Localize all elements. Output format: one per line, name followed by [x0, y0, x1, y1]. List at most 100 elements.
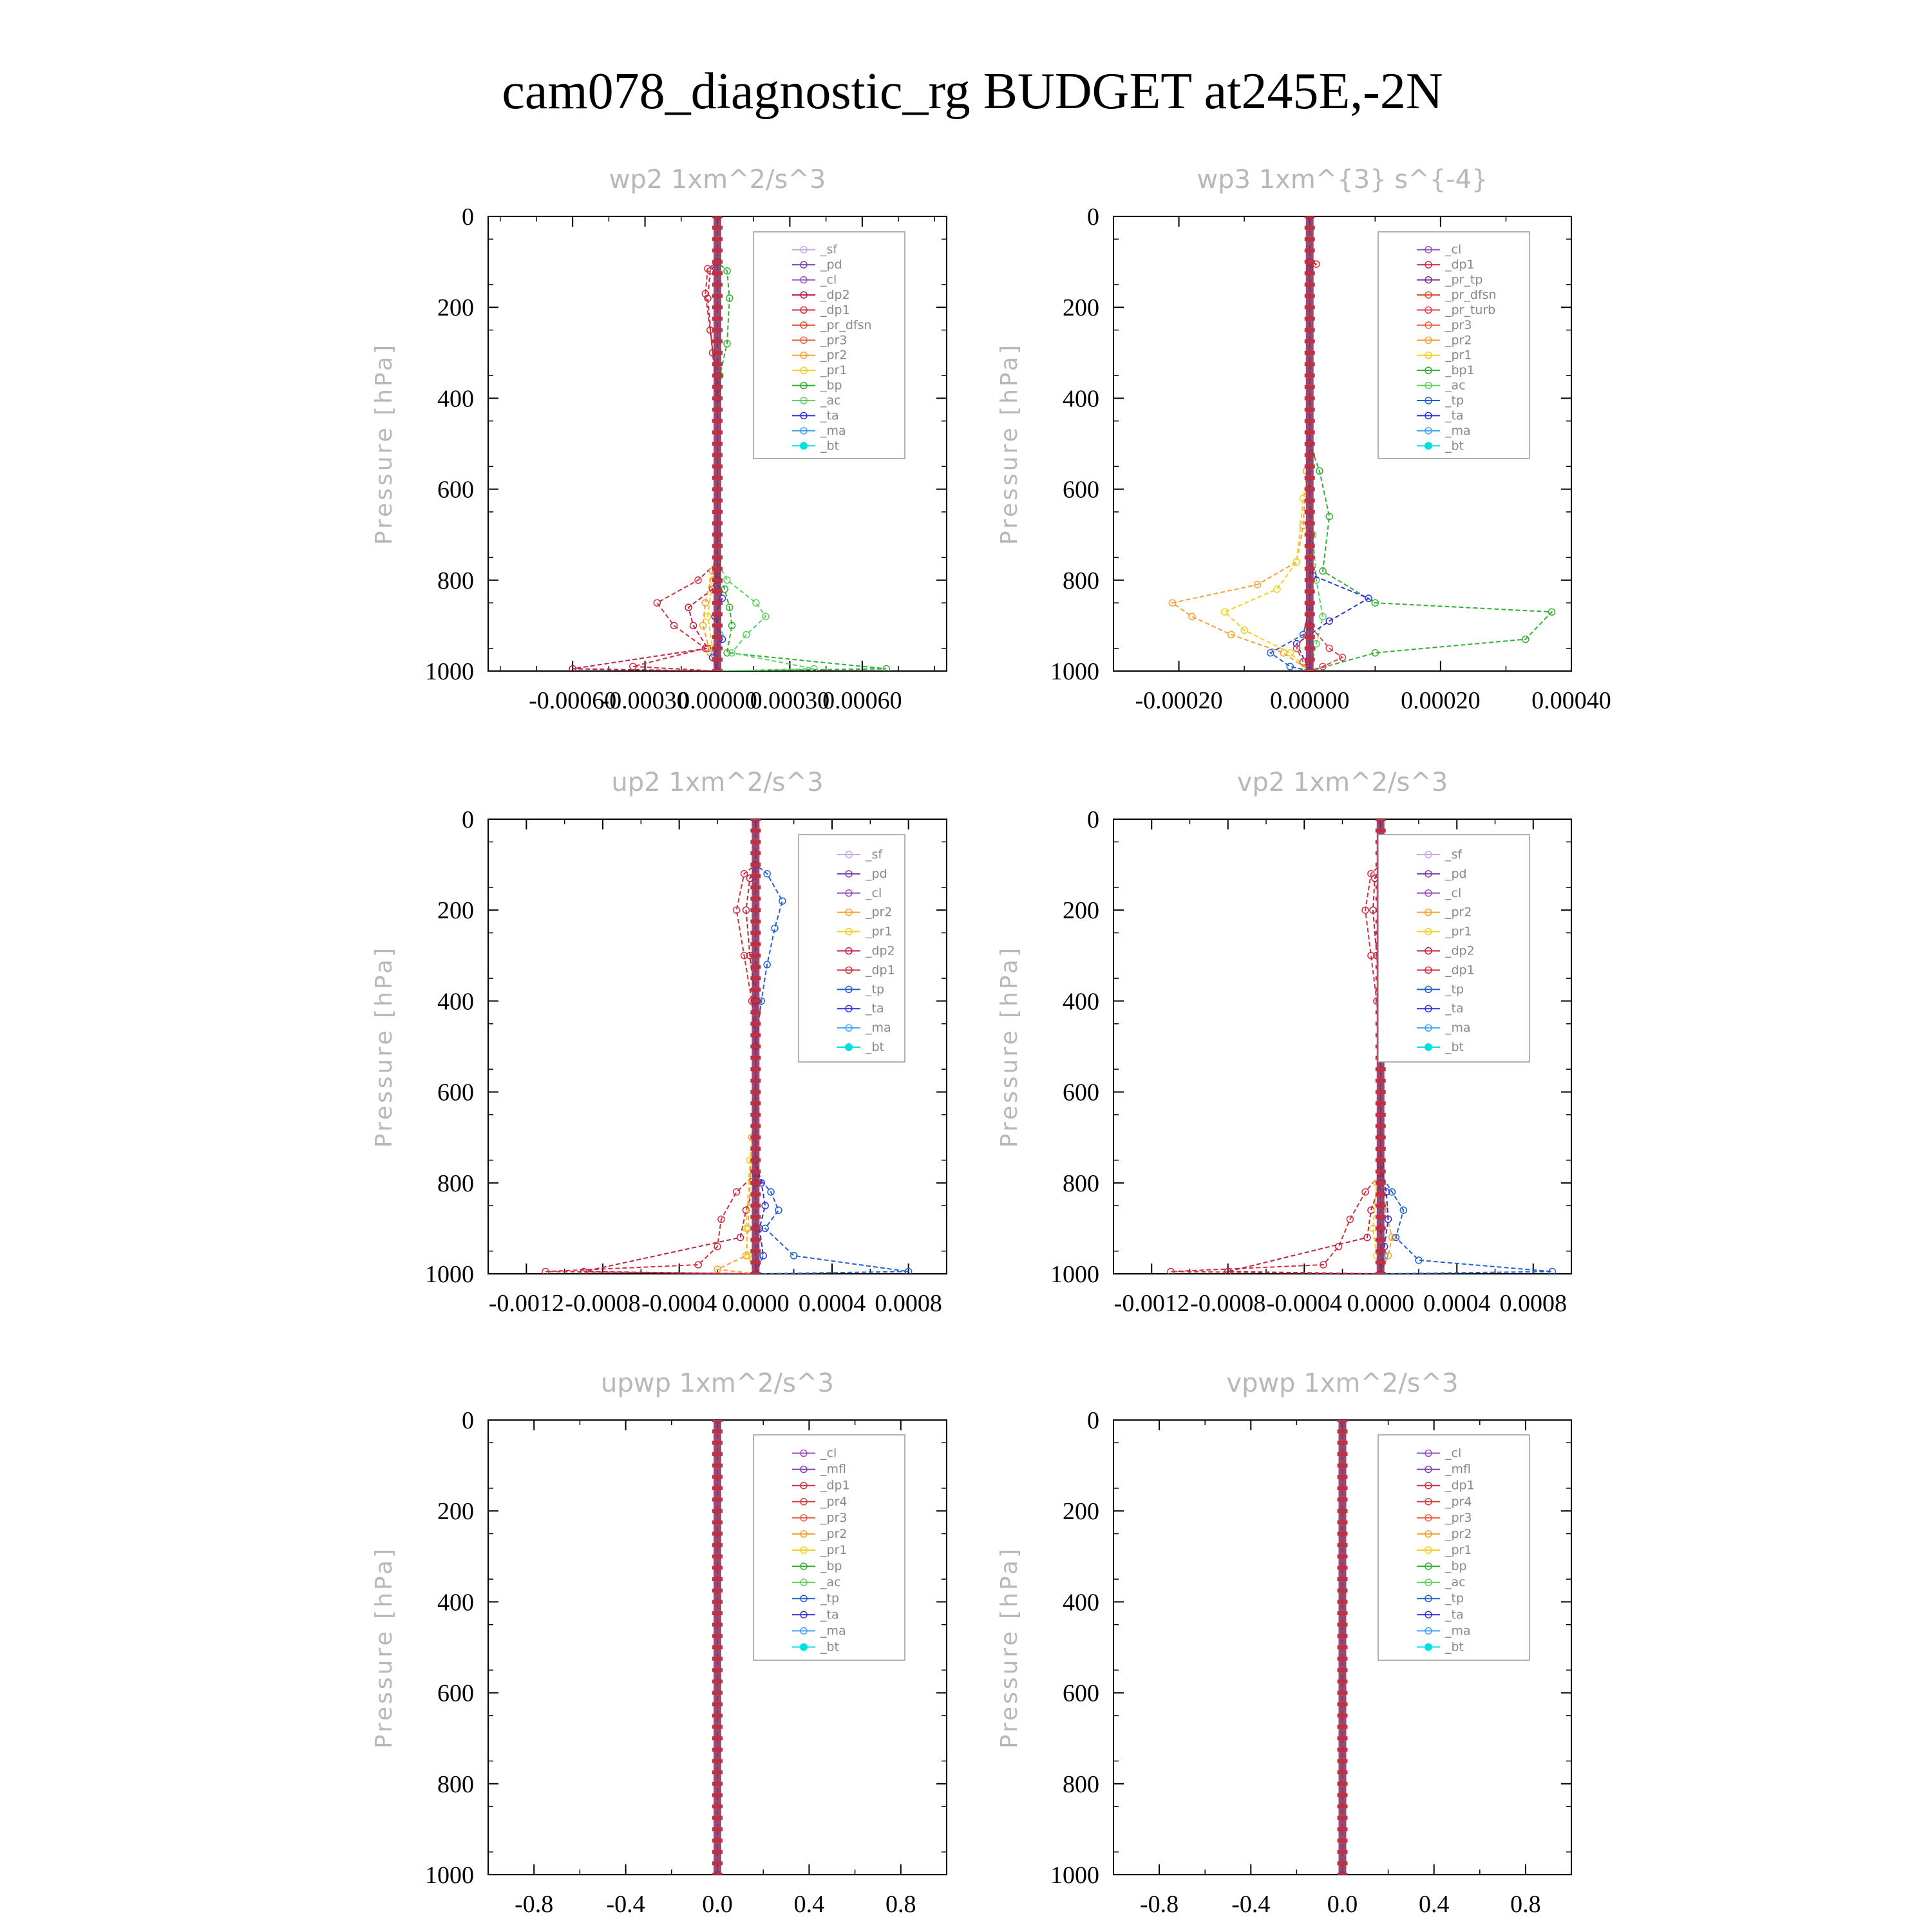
- zero-profile-marker: [712, 601, 723, 605]
- legend-entry-label: _bp1: [1444, 363, 1475, 377]
- data-point-pr2: [1384, 1252, 1392, 1260]
- zero-profile-marker: [750, 1067, 761, 1072]
- data-point-ta: [759, 1252, 767, 1260]
- zero-profile-marker: [712, 1429, 723, 1434]
- zero-profile-marker: [1304, 533, 1315, 537]
- zero-profile-marker: [712, 408, 723, 412]
- zero-profile-marker: [1304, 316, 1315, 321]
- legend-swatch-marker: [1425, 1595, 1432, 1602]
- legend-swatch-marker: [845, 851, 853, 858]
- zero-profile-marker: [1304, 271, 1315, 276]
- zero-profile-marker: [1375, 1170, 1386, 1174]
- legend-entry-label: _dp1: [820, 1479, 850, 1493]
- zero-profile-marker: [1304, 464, 1315, 469]
- zero-profile-marker: [712, 475, 723, 480]
- data-point-dp1: [714, 1242, 721, 1251]
- zero-profile-marker: [712, 1531, 723, 1536]
- data-point-pr2: [742, 1252, 750, 1260]
- zero-profile-marker: [712, 1679, 723, 1683]
- x-tick-label: -0.4: [1231, 1891, 1270, 1918]
- series-line-ac: [717, 216, 815, 671]
- panel-title: upwp 1xm^2/s^3: [601, 1368, 834, 1398]
- y-tick-label: 1000: [1050, 1261, 1099, 1288]
- zero-profile-marker: [712, 1815, 723, 1820]
- y-tick-label: 400: [437, 385, 474, 412]
- legend-swatch-marker: [1425, 306, 1432, 314]
- x-tick-label: 0.8: [886, 1891, 916, 1918]
- data-point-tp: [1548, 1267, 1557, 1274]
- x-tick-label: -0.8: [515, 1891, 553, 1918]
- legend-swatch-marker: [1425, 1449, 1432, 1457]
- legend-entry-label: _pr4: [1444, 1495, 1472, 1509]
- zero-profile-marker: [1375, 1135, 1386, 1140]
- y-tick-label: 800: [437, 1771, 474, 1798]
- zero-profile-marker: [712, 1441, 723, 1445]
- zero-profile-marker: [750, 1180, 761, 1185]
- legend-swatch-marker: [1425, 1481, 1432, 1490]
- data-point-dp1: [704, 265, 712, 272]
- x-tick-label: 0.4: [1419, 1891, 1450, 1918]
- zero-profile-marker: [1304, 646, 1315, 650]
- panel-title: wp3 1xm^{3} s^{-4}: [1197, 165, 1488, 194]
- y-tick-label: 1000: [425, 1862, 474, 1889]
- zero-profile-marker: [712, 1600, 723, 1604]
- zero-profile-marker: [750, 1238, 761, 1242]
- x-tick-label: -0.00060: [529, 687, 616, 714]
- zero-profile-marker: [712, 237, 723, 242]
- zero-profile-marker: [1337, 1793, 1348, 1797]
- zero-profile-marker: [712, 294, 723, 298]
- y-tick-label: 800: [437, 567, 474, 594]
- x-tick-label: 0.0: [1327, 1891, 1358, 1918]
- legend-entry-label: _pr3: [1444, 1511, 1472, 1525]
- legend-swatch-marker: [1425, 1546, 1432, 1554]
- data-point-pr1: [742, 1224, 750, 1233]
- legend-box: [1378, 231, 1530, 459]
- legend-entry-label: _bt: [820, 1640, 839, 1654]
- data-point-bp1: [1316, 467, 1323, 475]
- data-point-pr_turb: [1319, 663, 1327, 670]
- plot-area: [712, 1420, 723, 1875]
- y-tick-label: 200: [1063, 1498, 1099, 1525]
- zero-profile-marker: [1375, 1180, 1386, 1185]
- data-point-dp1: [542, 1267, 549, 1274]
- zero-profile-marker: [712, 1543, 723, 1548]
- legend-entry-label: _ac: [1444, 1575, 1466, 1589]
- zero-profile-marker: [1337, 1815, 1348, 1820]
- legend-swatch-marker: [1425, 947, 1432, 955]
- legend-entry-label: _tp: [865, 982, 884, 996]
- x-tick-label: 0.0: [702, 1891, 733, 1918]
- legend-entry-label: _pr3: [820, 1511, 847, 1525]
- legend-swatch-marker: [845, 1043, 853, 1052]
- legend-entry-label: _ta: [1444, 1001, 1464, 1016]
- zero-profile-marker: [750, 999, 761, 1003]
- series-line-pr2: [715, 819, 757, 1274]
- y-axis-label: Pressure [hPa]: [996, 343, 1023, 545]
- zero-profile-marker: [712, 1475, 723, 1479]
- data-point-bp1: [1325, 513, 1333, 520]
- legend-swatch-marker: [800, 1578, 808, 1586]
- legend-swatch-marker: [1425, 397, 1432, 404]
- y-tick-label: 0: [462, 1407, 474, 1434]
- legend-swatch-marker: [800, 306, 808, 314]
- data-point-dp1: [694, 576, 702, 584]
- y-tick-label: 400: [1063, 385, 1099, 412]
- legend-entry-label: _ta: [865, 1001, 884, 1016]
- zero-profile-marker: [1304, 453, 1315, 457]
- zero-profile-marker: [1337, 1747, 1348, 1752]
- zero-profile-marker: [712, 453, 723, 457]
- zero-profile-marker: [750, 908, 761, 913]
- legend-entry-label: _pr1: [1444, 348, 1472, 363]
- zero-profile-marker: [712, 225, 723, 230]
- legend-swatch-marker: [1425, 1465, 1432, 1473]
- zero-profile-marker: [712, 1850, 723, 1854]
- zero-profile-marker: [1375, 1067, 1386, 1072]
- zero-profile-marker: [1304, 350, 1315, 355]
- data-point-bp1: [1371, 649, 1379, 657]
- zero-profile-marker: [1304, 487, 1315, 491]
- zero-profile-marker: [712, 487, 723, 491]
- y-axis-label: Pressure [hPa]: [371, 945, 397, 1148]
- data-point-pr1: [1273, 585, 1281, 593]
- y-axis-label: Pressure [hPa]: [371, 1546, 397, 1748]
- legend-swatch-marker: [845, 985, 853, 994]
- zero-profile-marker: [1337, 1725, 1348, 1729]
